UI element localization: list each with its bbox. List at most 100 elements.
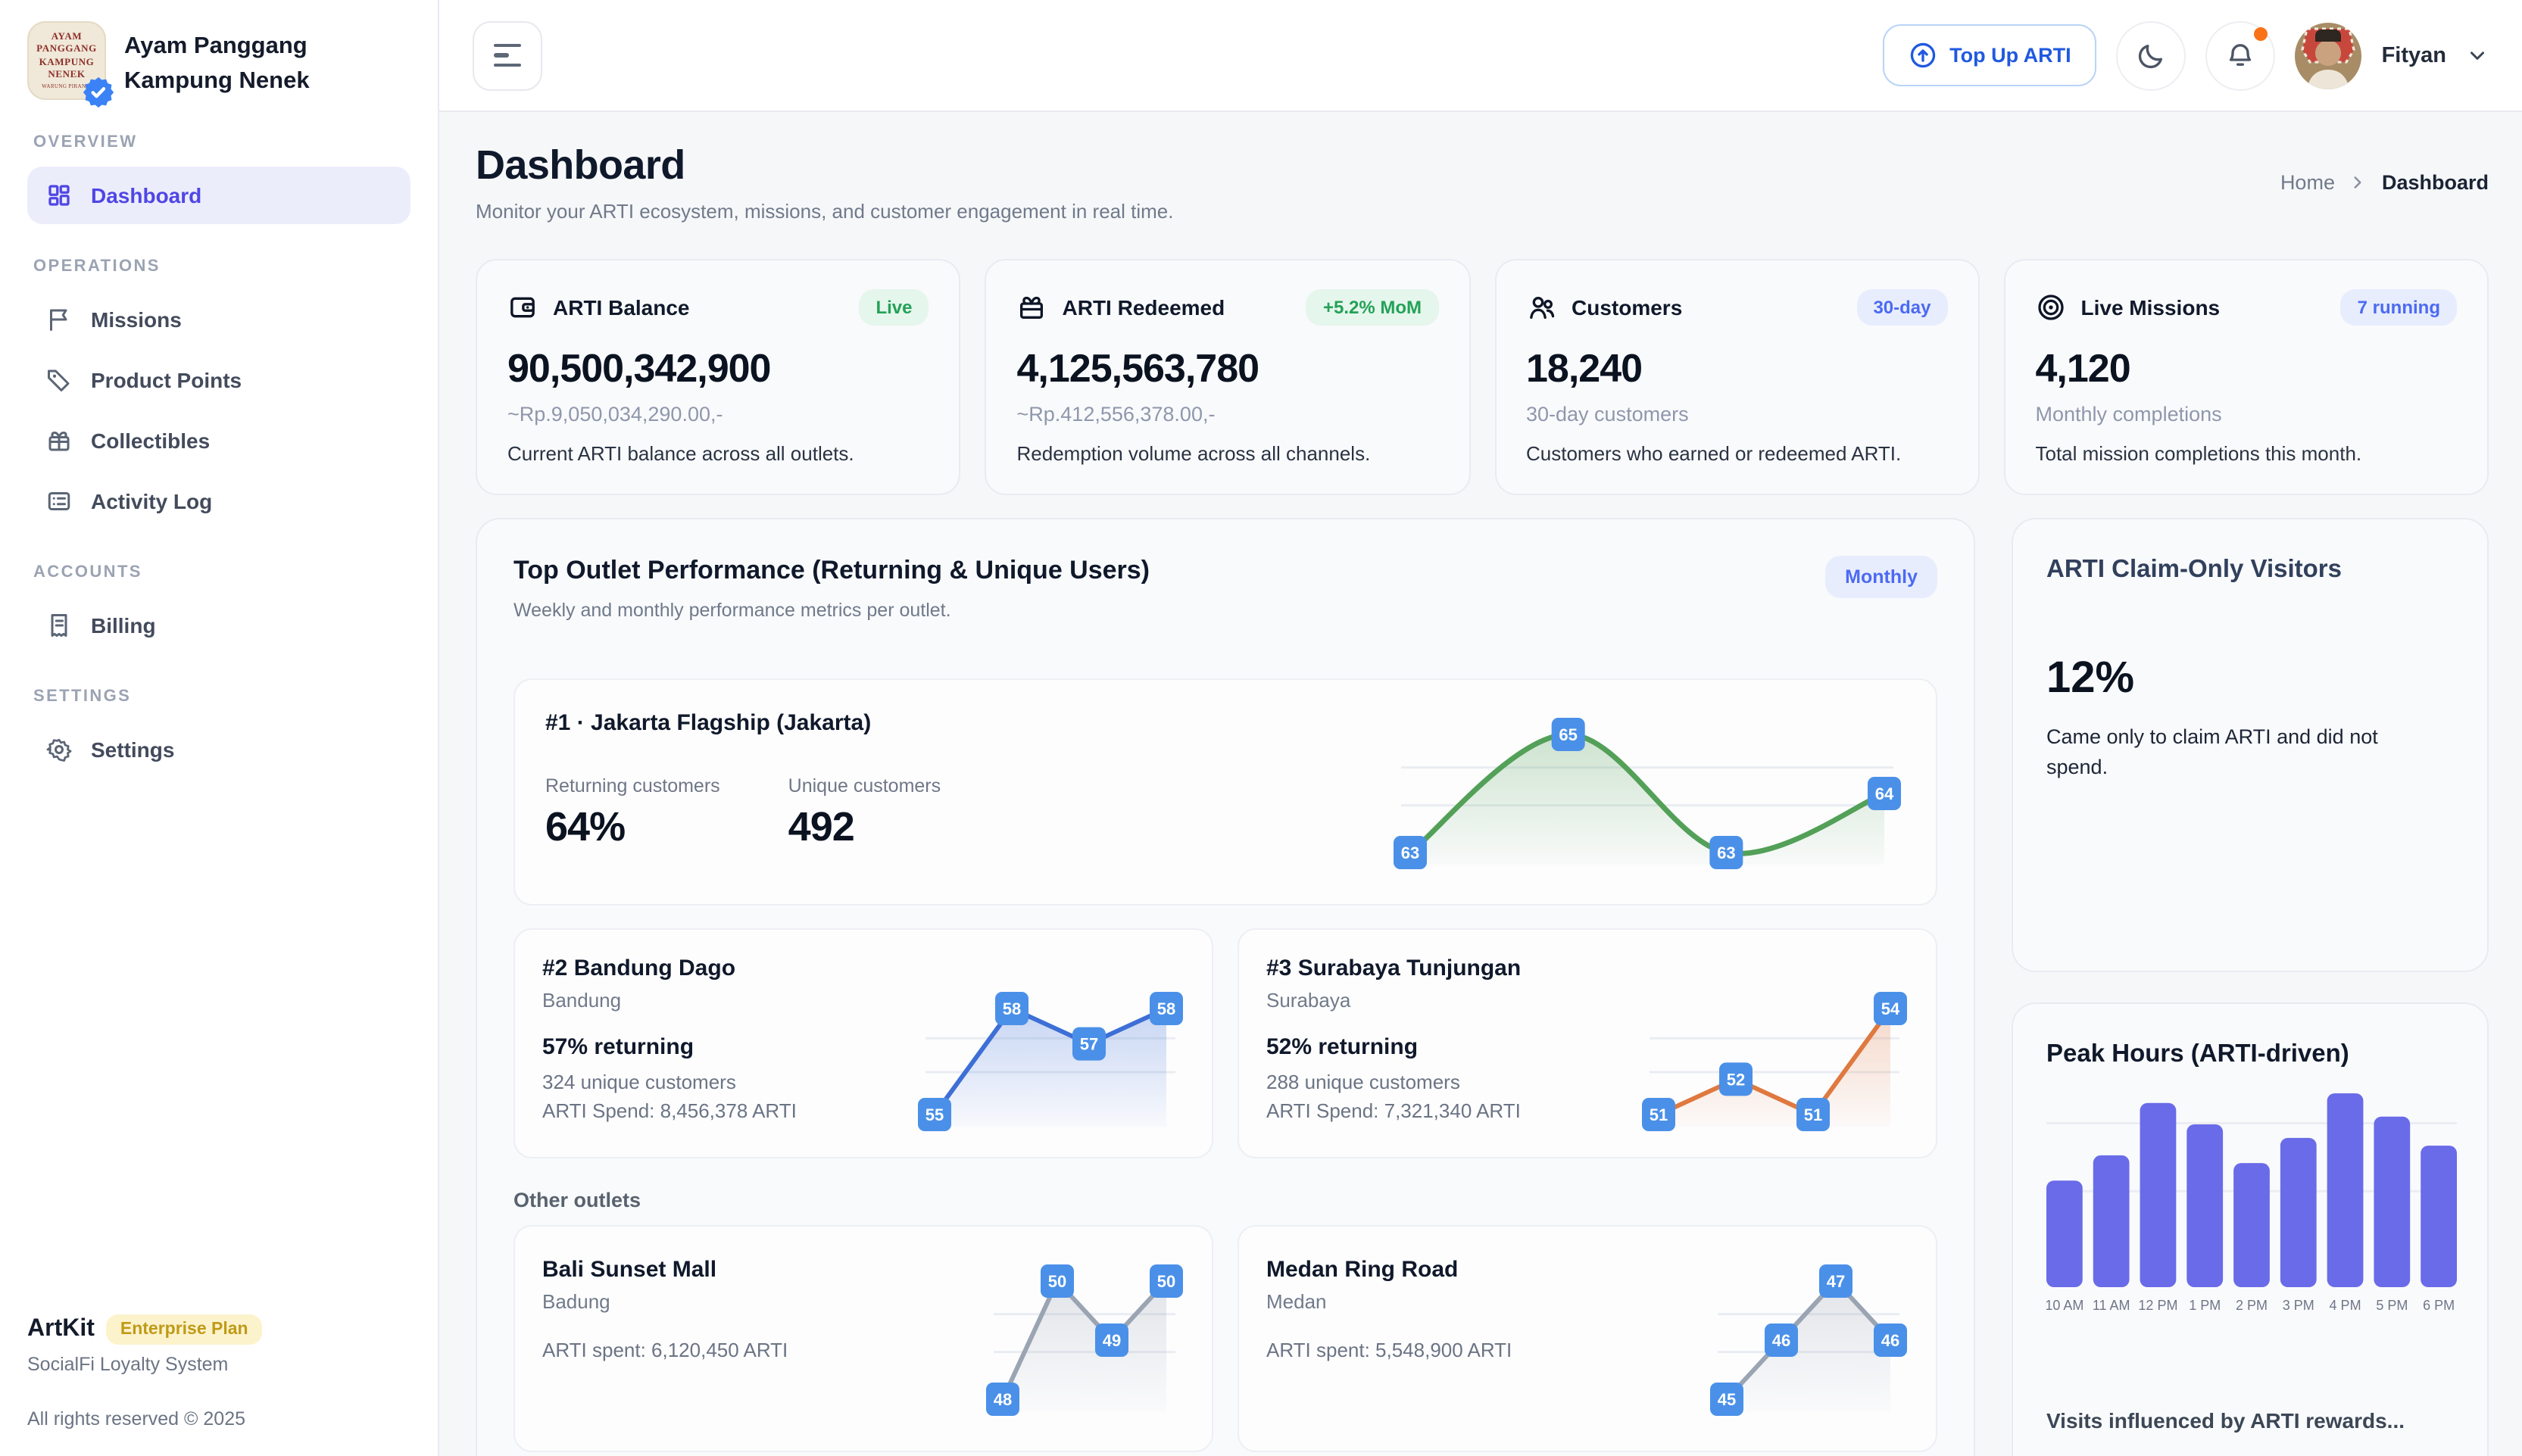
verified-badge-icon [83, 76, 114, 108]
avatar-image [2295, 22, 2362, 89]
period-badge: 30-day [1856, 289, 1948, 326]
topbar: Top Up ARTI [439, 0, 2522, 112]
avatar[interactable] [2295, 22, 2362, 89]
notification-dot [2254, 27, 2268, 40]
breadcrumb-home[interactable]: Home [2280, 171, 2335, 194]
stat-description: Redemption volume across all channels. [1016, 442, 1371, 465]
menu-button[interactable] [473, 20, 542, 90]
copyright: All rights reserved © 2025 [27, 1408, 246, 1429]
svg-text:46: 46 [1881, 1331, 1899, 1350]
svg-text:4 PM: 4 PM [2330, 1298, 2361, 1313]
outlet-unique: 288 unique customers [1266, 1071, 1460, 1093]
svg-text:65: 65 [1559, 725, 1577, 744]
outlet-unique: 324 unique customers [542, 1071, 736, 1093]
sidebar: AYAM PANGGANG KAMPUNG NENEK WARUNG PIRAN… [0, 0, 439, 1456]
flag-icon [50, 309, 67, 331]
stat-description: Current ARTI balance across all outlets. [507, 442, 854, 465]
arrow-up-circle-icon [1910, 42, 1936, 68]
outlet-card-surabaya: #3 Surabaya Tunjungan Surabaya 52% retur… [1238, 928, 1937, 1158]
nav-section-accounts: ACCOUNTS [33, 563, 142, 581]
peak-hours-caption: Visits influenced by ARTI rewards... [2046, 1408, 2405, 1433]
trend-badge: +5.2% MoM [1306, 289, 1438, 326]
logo-text: AYAM [51, 32, 83, 43]
panel-title: ARTI Claim-Only Visitors [2046, 556, 2342, 583]
svg-text:57: 57 [1080, 1035, 1098, 1054]
stat-card-live-missions: Live Missions 7 running 4,120 Monthly co… [2003, 259, 2489, 495]
logo-text: NENEK [48, 69, 86, 80]
sidebar-item-product-points[interactable]: Product Points [27, 351, 410, 409]
outlet-city: Badung [542, 1290, 610, 1313]
brand-block: AYAM PANGGANG KAMPUNG NENEK WARUNG PIRAN… [27, 21, 410, 108]
bali-trend-chart: 48 50 49 50 [979, 1260, 1191, 1423]
dark-mode-toggle[interactable] [2116, 20, 2186, 90]
svg-text:46: 46 [1772, 1331, 1790, 1350]
page-subtitle: Monitor your ARTI ecosystem, missions, a… [476, 200, 1174, 223]
svg-text:52: 52 [1727, 1070, 1745, 1089]
sidebar-item-label: Settings [91, 737, 175, 762]
stat-description: Customers who earned or redeemed ARTI. [1526, 442, 1902, 465]
svg-text:5 PM: 5 PM [2376, 1298, 2408, 1313]
stat-label: Live Missions [2080, 295, 2221, 320]
panel-title: Peak Hours (ARTI-driven) [2046, 1040, 2349, 1068]
svg-text:49: 49 [1103, 1331, 1121, 1350]
svg-text:10 AM: 10 AM [2046, 1298, 2083, 1313]
stat-value: 90,500,342,900 [507, 345, 771, 391]
top-up-arti-button[interactable]: Top Up ARTI [1883, 24, 2097, 86]
sidebar-item-label: Billing [91, 613, 156, 638]
svg-text:51: 51 [1650, 1105, 1668, 1124]
outlet-city: Bandung [542, 989, 622, 1012]
logo-text-small: WARUNG PIRANTI [42, 83, 92, 89]
running-badge: 7 running [2340, 289, 2457, 326]
gift-icon [48, 432, 70, 451]
right-column: ARTI Claim-Only Visitors 12% Came only t… [2012, 518, 2489, 1456]
sidebar-item-settings[interactable]: Settings [27, 721, 410, 778]
chevron-down-icon[interactable] [2466, 44, 2489, 67]
app-name: ArtKit [27, 1316, 95, 1342]
wallet-icon [510, 297, 535, 318]
stat-card-arti-balance: ARTI Balance Live 90,500,342,900 ~Rp.9,0… [476, 259, 961, 495]
brand-name: Ayam Panggang Kampung Nenek [124, 33, 310, 95]
stat-value: 4,120 [2035, 345, 2131, 391]
nav-section-settings: SETTINGS [33, 687, 132, 706]
stat-description: Total mission completions this month. [2035, 442, 2362, 465]
sidebar-item-billing[interactable]: Billing [27, 597, 410, 654]
users-icon [1529, 296, 1554, 319]
outlet-returning: 57% returning [542, 1034, 694, 1060]
top-outlet-card: #1 · Jakarta Flagship (Jakarta) Returnin… [513, 678, 1937, 906]
gear-icon [46, 738, 72, 762]
user-name[interactable]: Fityan [2381, 43, 2446, 67]
svg-text:47: 47 [1827, 1272, 1845, 1291]
sidebar-item-collectibles[interactable]: Collectibles [27, 412, 410, 469]
breadcrumb: Home Dashboard [2280, 171, 2489, 194]
sidebar-item-label: Activity Log [91, 489, 213, 513]
outlet-name: Medan Ring Road [1266, 1257, 1459, 1283]
stat-subvalue: Monthly completions [2035, 403, 2222, 426]
notifications-button[interactable] [2205, 20, 2276, 90]
sidebar-item-activity-log[interactable]: Activity Log [27, 472, 410, 530]
outlet-performance-panel: Top Outlet Performance (Returning & Uniq… [476, 518, 1975, 1456]
outlet-spend: ARTI Spend: 8,456,378 ARTI [542, 1099, 797, 1122]
stat-cards-row: ARTI Balance Live 90,500,342,900 ~Rp.9,0… [476, 259, 2489, 495]
peak-hours-panel: Peak Hours (ARTI-driven) 10 AM 11 AM 12 PM… [2012, 1002, 2489, 1456]
svg-text:63: 63 [1717, 843, 1735, 862]
svg-text:55: 55 [925, 1105, 944, 1124]
surabaya-trend-chart: 51 52 51 54 [1634, 987, 1915, 1139]
sidebar-item-dashboard[interactable]: Dashboard [27, 167, 410, 224]
svg-text:11 AM: 11 AM [2093, 1298, 2130, 1313]
svg-text:54: 54 [1881, 999, 1900, 1018]
svg-text:50: 50 [1048, 1272, 1066, 1291]
svg-text:12 PM: 12 PM [2138, 1298, 2177, 1313]
sidebar-item-label: Product Points [91, 368, 242, 392]
sidebar-item-label: Missions [91, 307, 182, 332]
sidebar-item-missions[interactable]: Missions [27, 291, 410, 348]
svg-text:50: 50 [1157, 1272, 1175, 1291]
receipt-icon [51, 614, 67, 637]
stat-subvalue: 30-day customers [1526, 403, 1689, 426]
sidebar-item-label: Collectibles [91, 429, 211, 453]
period-toggle-badge[interactable]: Monthly [1825, 556, 1937, 598]
breadcrumb-current: Dashboard [2381, 171, 2489, 194]
stat-card-customers: Customers 30-day 18,240 30-day customers… [1494, 259, 1980, 495]
peak-hours-bar-chart: 10 AM 11 AM 12 PM 1 PM 2 PM 3 PM 4 PM 5 PM 6 PM [2045, 1087, 2457, 1317]
plan-badge: Enterprise Plan [106, 1314, 262, 1345]
